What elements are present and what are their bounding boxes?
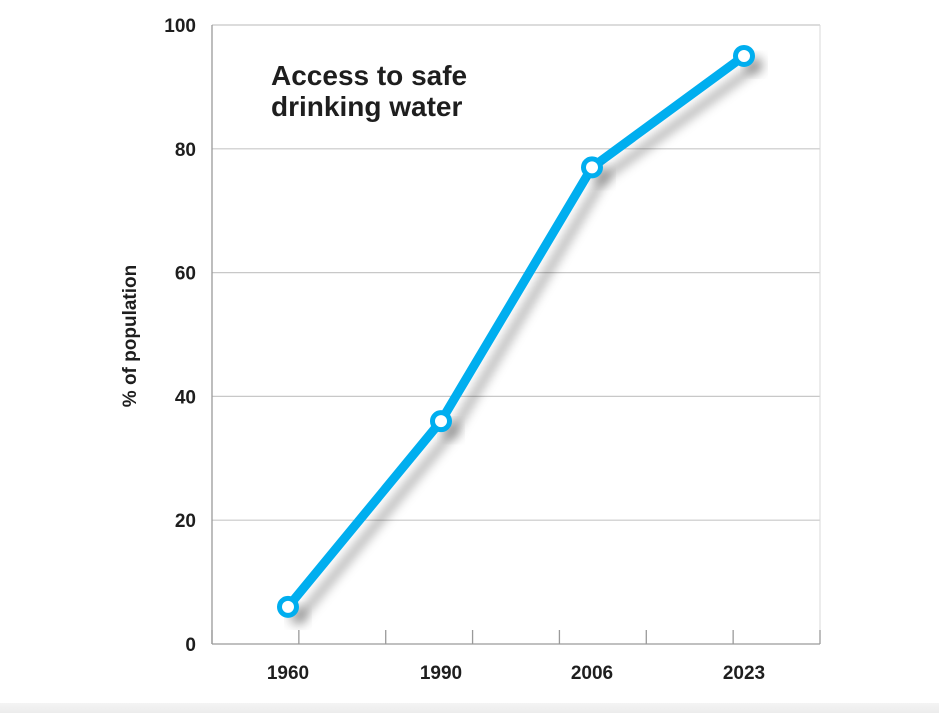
chart-title-line-2: drinking water bbox=[271, 91, 462, 122]
y-tick-label: 100 bbox=[164, 16, 196, 37]
gridlines bbox=[212, 24, 820, 521]
axes bbox=[211, 25, 821, 645]
series bbox=[277, 44, 764, 626]
x-tick-label: 2006 bbox=[571, 663, 613, 684]
y-axis-title: % of population bbox=[120, 265, 141, 407]
data-point bbox=[277, 595, 299, 618]
series-line bbox=[283, 51, 749, 612]
y-tick-label: 60 bbox=[175, 264, 196, 285]
series-line-shadow bbox=[295, 61, 761, 622]
data-point bbox=[581, 156, 603, 179]
data-point bbox=[733, 44, 755, 67]
tick-labels: 0 20 40 60 80 100 1960 1990 2006 2023 bbox=[164, 16, 765, 684]
y-tick-label: 20 bbox=[175, 511, 196, 532]
x-tick-label: 2023 bbox=[723, 663, 765, 684]
y-tick-label: 0 bbox=[185, 635, 196, 656]
y-tick-label: 80 bbox=[175, 140, 196, 161]
data-point bbox=[430, 410, 452, 433]
x-tick-label: 1990 bbox=[420, 663, 462, 684]
bottom-edge-band bbox=[0, 703, 939, 713]
chart-title: Access to safe drinking water bbox=[271, 60, 475, 122]
y-tick-label: 40 bbox=[175, 387, 196, 408]
x-tick-label: 1960 bbox=[267, 663, 309, 684]
chart-title-line-1: Access to safe bbox=[271, 60, 467, 91]
